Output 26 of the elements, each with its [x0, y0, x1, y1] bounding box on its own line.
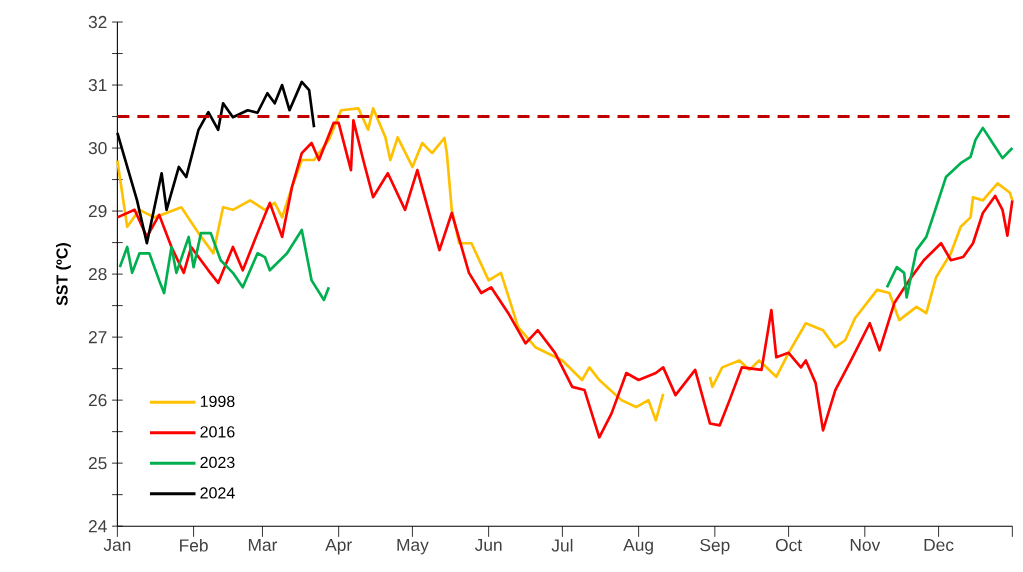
- x-tick-label: Oct: [775, 538, 802, 552]
- x-tick-label: Aug: [623, 538, 653, 555]
- y-tick-label: 27: [88, 330, 107, 344]
- x-tick-label: Sep: [700, 538, 730, 555]
- x-tick-label: Jun: [474, 538, 502, 551]
- x-tick-label: Apr: [325, 538, 352, 555]
- x-tick-label: Mar: [248, 538, 278, 551]
- legend-label: 2023: [200, 456, 235, 468]
- x-tick-label: Nov: [850, 538, 881, 551]
- y-tick-label: 28: [88, 267, 107, 281]
- x-tick-label: Dec: [924, 538, 954, 551]
- x-tick-label: Feb: [180, 538, 208, 552]
- y-tick-label: 29: [88, 204, 107, 218]
- legend-label: 2024: [200, 487, 235, 499]
- legend-label: 2016: [200, 426, 235, 438]
- x-tick-label: May: [397, 538, 429, 555]
- y-tick-label: 25: [88, 456, 107, 470]
- legend-label: 1998: [200, 395, 235, 407]
- y-tick-label: 24: [88, 520, 107, 533]
- x-tick-label: Jan: [103, 538, 131, 551]
- y-tick-label: 30: [88, 141, 107, 155]
- x-tick-label: Jul: [551, 538, 573, 552]
- y-tick-label: 26: [88, 393, 107, 407]
- y-tick-label: 31: [88, 78, 107, 92]
- y-tick-label: 32: [88, 15, 107, 29]
- y-axis-title: SST (ºC): [55, 242, 71, 306]
